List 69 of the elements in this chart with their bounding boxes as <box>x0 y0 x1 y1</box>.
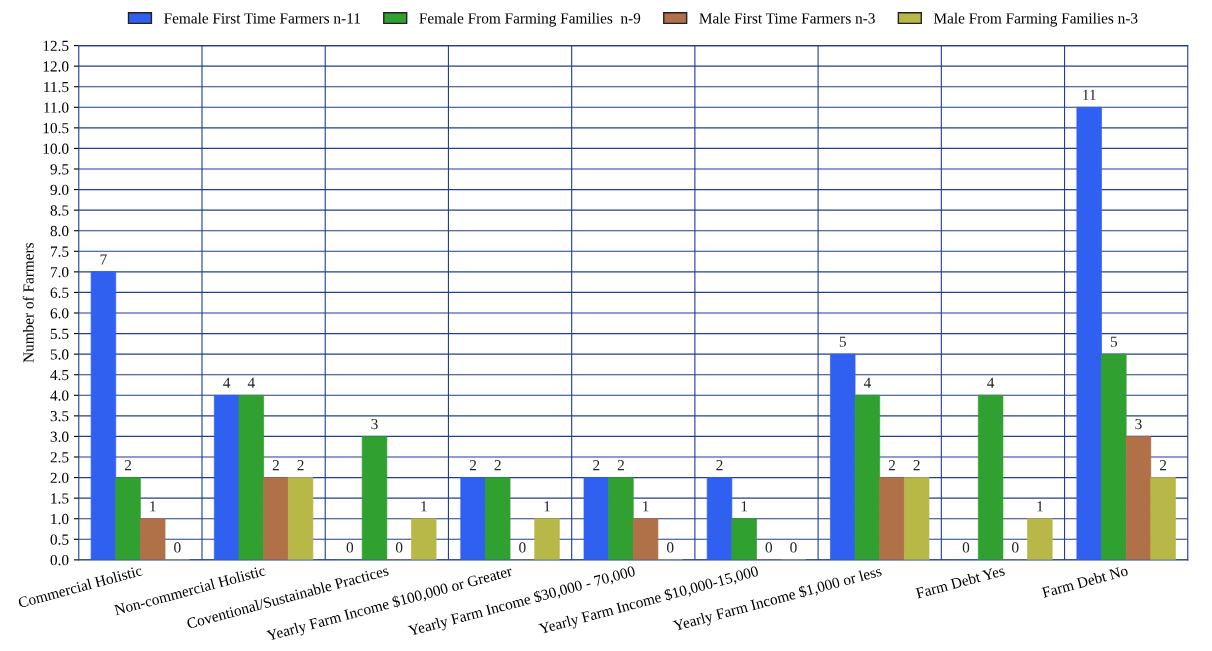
y-axis-title: Number of Farmers <box>22 243 34 363</box>
data-label: 4 <box>863 377 871 388</box>
data-label: 3 <box>371 418 378 430</box>
y-tick-label: 3.5 <box>50 411 69 422</box>
data-label: 0 <box>765 542 773 553</box>
data-label: 1 <box>741 501 748 512</box>
data-label: 2 <box>1159 460 1167 471</box>
legend-label: Male First Time Farmers n-3 <box>699 12 875 24</box>
y-tick-label: 4.5 <box>50 369 69 381</box>
legend-label: Female First Time Farmers n-11 <box>164 12 360 24</box>
y-tick-label: 0.0 <box>50 555 69 566</box>
y-tick-label: 11.5 <box>44 81 69 93</box>
y-tick-label: 11.0 <box>44 102 69 113</box>
y-tick-label: 10.5 <box>43 123 69 134</box>
data-label: 2 <box>272 460 279 471</box>
y-tick-label: 8.5 <box>50 205 69 216</box>
data-label: 0 <box>790 542 797 553</box>
data-label: 7 <box>100 254 107 265</box>
y-tick-label: 1.5 <box>51 493 69 504</box>
data-label: 11 <box>1083 89 1096 100</box>
data-label: 1 <box>643 501 649 512</box>
y-tick-label: 5.5 <box>50 328 69 340</box>
data-label: 4 <box>987 377 995 388</box>
data-label: 2 <box>593 460 600 471</box>
data-label: 2 <box>124 460 132 471</box>
data-label: 4 <box>223 377 231 388</box>
data-label: 0 <box>1012 542 1019 553</box>
data-label: 2 <box>913 460 920 471</box>
data-label: 2 <box>888 460 896 471</box>
y-tick-label: 7.0 <box>50 267 69 278</box>
y-tick-label: 6.5 <box>50 287 69 298</box>
data-label: 0 <box>346 542 354 553</box>
y-tick-label: 2.5 <box>50 452 69 463</box>
y-tick-label: 12.5 <box>43 40 69 52</box>
data-label: 1 <box>1037 501 1043 512</box>
y-tick-label: 9.5 <box>50 164 69 175</box>
x-tick-label: Farm Debt No <box>1041 564 1129 598</box>
data-label: 3 <box>1135 418 1142 430</box>
data-label: 0 <box>667 542 674 553</box>
data-label: 1 <box>150 501 156 512</box>
y-tick-label: 7.5 <box>50 246 69 257</box>
data-label: 0 <box>174 542 181 553</box>
data-label: 0 <box>395 542 403 553</box>
y-tick-label: 9.0 <box>50 184 69 196</box>
data-label: 1 <box>421 501 427 512</box>
y-tick-label: 1.0 <box>51 513 69 525</box>
data-label: 0 <box>962 542 970 553</box>
data-label: 2 <box>494 460 501 471</box>
y-tick-label: 3.0 <box>50 431 69 442</box>
data-label: 5 <box>839 336 846 347</box>
data-label: 2 <box>716 460 723 471</box>
data-label: 0 <box>519 542 526 553</box>
y-tick-label: 2.0 <box>50 472 69 484</box>
legend-label: Male From Farming Families n-3 <box>933 12 1138 27</box>
legend-label: Female From Farming Families n-9 <box>419 12 641 27</box>
y-tick-label: 10.0 <box>43 143 69 154</box>
y-tick-label: 12.0 <box>43 61 69 72</box>
data-label: 5 <box>1110 336 1118 347</box>
y-tick-label: 8.0 <box>50 225 69 237</box>
y-tick-label: 0.5 <box>50 534 69 545</box>
x-tick-label: Farm Debt Yes <box>915 564 1006 599</box>
y-tick-label: 4.0 <box>50 390 69 401</box>
data-label: 2 <box>617 460 624 471</box>
y-tick-label: 5.0 <box>50 349 69 360</box>
y-tick-label: 6.0 <box>50 308 69 319</box>
data-label: 2 <box>469 460 477 471</box>
data-label: 4 <box>247 377 255 388</box>
data-label: 2 <box>297 460 304 471</box>
data-label: 1 <box>544 501 550 512</box>
